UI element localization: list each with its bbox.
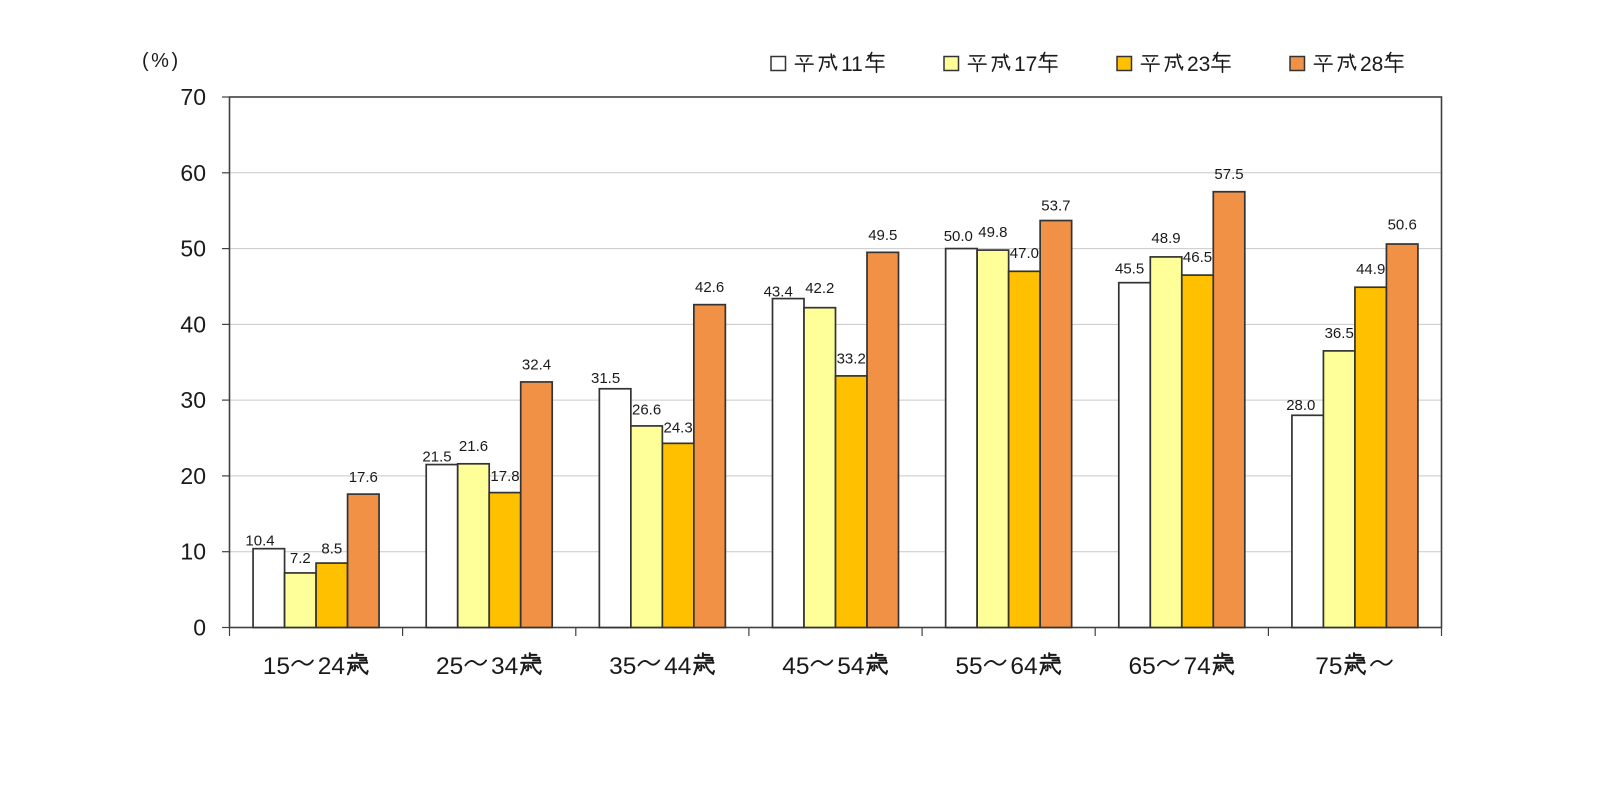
svg-text:17: 17 [1014, 53, 1037, 76]
svg-text:10: 10 [180, 539, 206, 565]
svg-text:46.5: 46.5 [1183, 249, 1212, 266]
svg-text:7.2: 7.2 [290, 550, 311, 567]
svg-text:25: 25 [436, 653, 463, 680]
svg-text:15: 15 [263, 653, 290, 680]
svg-text:24: 24 [318, 653, 345, 680]
svg-text:53.7: 53.7 [1041, 198, 1070, 215]
svg-text:28.0: 28.0 [1286, 397, 1315, 414]
svg-text:50.6: 50.6 [1388, 217, 1417, 234]
svg-text:43.4: 43.4 [764, 284, 793, 301]
svg-text:33.2: 33.2 [837, 350, 866, 367]
svg-text:74: 74 [1184, 653, 1211, 680]
svg-text:45.5: 45.5 [1115, 261, 1144, 278]
svg-text:31.5: 31.5 [591, 370, 620, 387]
svg-text:28: 28 [1360, 53, 1383, 76]
svg-text:64: 64 [1010, 653, 1037, 680]
svg-text:49.8: 49.8 [978, 224, 1007, 241]
svg-text:23: 23 [1187, 53, 1210, 76]
svg-text:10.4: 10.4 [245, 533, 274, 550]
svg-text:24.3: 24.3 [663, 419, 692, 436]
svg-text:21.6: 21.6 [459, 438, 488, 455]
svg-text:20: 20 [180, 463, 206, 489]
svg-text:30: 30 [180, 387, 206, 413]
svg-text:47.0: 47.0 [1010, 245, 1039, 262]
svg-text:(%): (%) [142, 50, 181, 72]
svg-text:44: 44 [664, 653, 691, 680]
svg-text:57.5: 57.5 [1214, 166, 1243, 183]
svg-text:54: 54 [837, 653, 864, 680]
svg-text:42.2: 42.2 [805, 280, 834, 297]
svg-text:50.0: 50.0 [944, 228, 973, 245]
svg-text:0: 0 [193, 615, 206, 641]
svg-text:17.6: 17.6 [349, 469, 378, 486]
svg-text:21.5: 21.5 [422, 449, 451, 466]
svg-text:70: 70 [180, 84, 206, 110]
svg-text:40: 40 [180, 311, 206, 337]
svg-text:34: 34 [491, 653, 518, 680]
svg-text:75: 75 [1315, 653, 1342, 680]
svg-text:48.9: 48.9 [1151, 230, 1180, 247]
svg-text:55: 55 [955, 653, 982, 680]
svg-text:17.8: 17.8 [490, 468, 519, 485]
svg-text:49.5: 49.5 [868, 227, 897, 244]
svg-text:11: 11 [841, 53, 863, 76]
svg-text:42.6: 42.6 [695, 279, 724, 296]
svg-text:36.5: 36.5 [1325, 325, 1354, 342]
svg-text:8.5: 8.5 [321, 540, 342, 557]
svg-text:32.4: 32.4 [522, 357, 551, 374]
svg-text:60: 60 [180, 160, 206, 186]
svg-text:50: 50 [180, 236, 206, 262]
svg-text:44.9: 44.9 [1356, 261, 1385, 278]
svg-text:26.6: 26.6 [632, 401, 661, 418]
svg-text:65: 65 [1129, 653, 1156, 680]
svg-text:35: 35 [609, 653, 636, 680]
svg-text:45: 45 [782, 653, 809, 680]
